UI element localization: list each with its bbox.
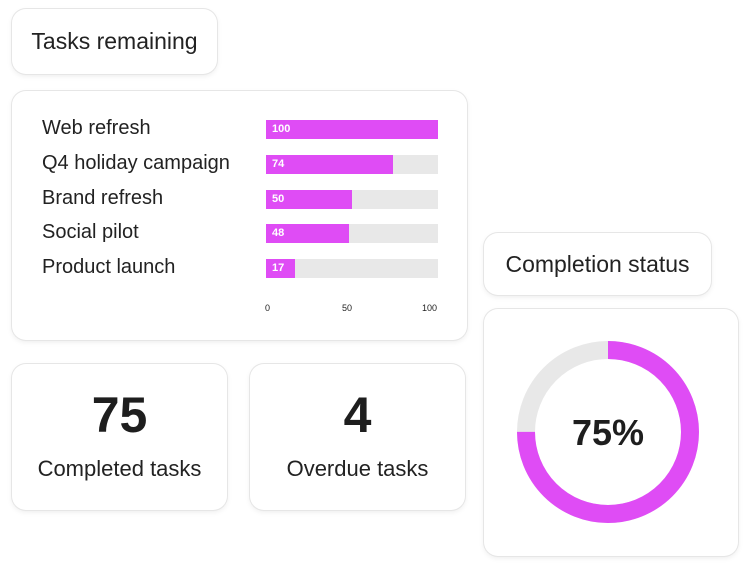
completed-label: Completed tasks xyxy=(37,456,202,481)
bar-track: 48 xyxy=(266,224,438,243)
bar-track: 74 xyxy=(266,155,438,174)
tasks-bar-chart: 0 50 100 Web refresh 100 Q4 holiday campai… xyxy=(12,91,467,340)
bar: 50 xyxy=(266,190,352,209)
bar-track: 17 xyxy=(266,259,438,278)
bar-category-label: Q4 holiday campaign xyxy=(42,152,230,174)
overdue-tasks-card: 4 Overdue tasks xyxy=(250,364,465,510)
x-tick-label: 50 xyxy=(342,303,353,313)
donut-chart: 75% xyxy=(517,341,699,523)
bar-category-label: Social pilot xyxy=(42,221,139,243)
bar: 74 xyxy=(266,155,394,174)
x-tick-label: 100 xyxy=(422,303,438,313)
bar-category-label: Product launch xyxy=(42,256,176,278)
bar: 48 xyxy=(266,224,349,243)
x-tick-label: 0 xyxy=(265,303,271,313)
completion-status-header: Completion status xyxy=(484,233,711,295)
bar-category-label: Brand refresh xyxy=(42,187,164,209)
bar: 100 xyxy=(266,120,438,139)
bar-value-label: 17 xyxy=(272,262,285,274)
bar-category-label: Web refresh xyxy=(42,117,151,139)
donut-center-label: 75% xyxy=(572,412,644,453)
donut-progress xyxy=(517,341,699,523)
bar: 17 xyxy=(266,259,296,278)
overdue-count: 4 xyxy=(343,387,372,443)
overdue-label: Overdue tasks xyxy=(286,456,429,481)
completed-tasks-card: 75 Completed tasks xyxy=(12,364,227,510)
completed-count: 75 xyxy=(91,387,148,443)
completion-donut-card: 75% xyxy=(484,309,738,556)
bar-value-label: 74 xyxy=(272,158,285,170)
tasks-remaining-title: Tasks remaining xyxy=(31,28,198,54)
bar-track: 50 xyxy=(266,190,438,209)
bar-value-label: 50 xyxy=(272,193,285,205)
bar-value-label: 100 xyxy=(272,123,291,135)
bar-track: 100 xyxy=(266,120,438,139)
bar-value-label: 48 xyxy=(272,227,285,239)
tasks-remaining-header: Tasks remaining xyxy=(12,9,217,74)
completion-status-title: Completion status xyxy=(505,250,690,277)
